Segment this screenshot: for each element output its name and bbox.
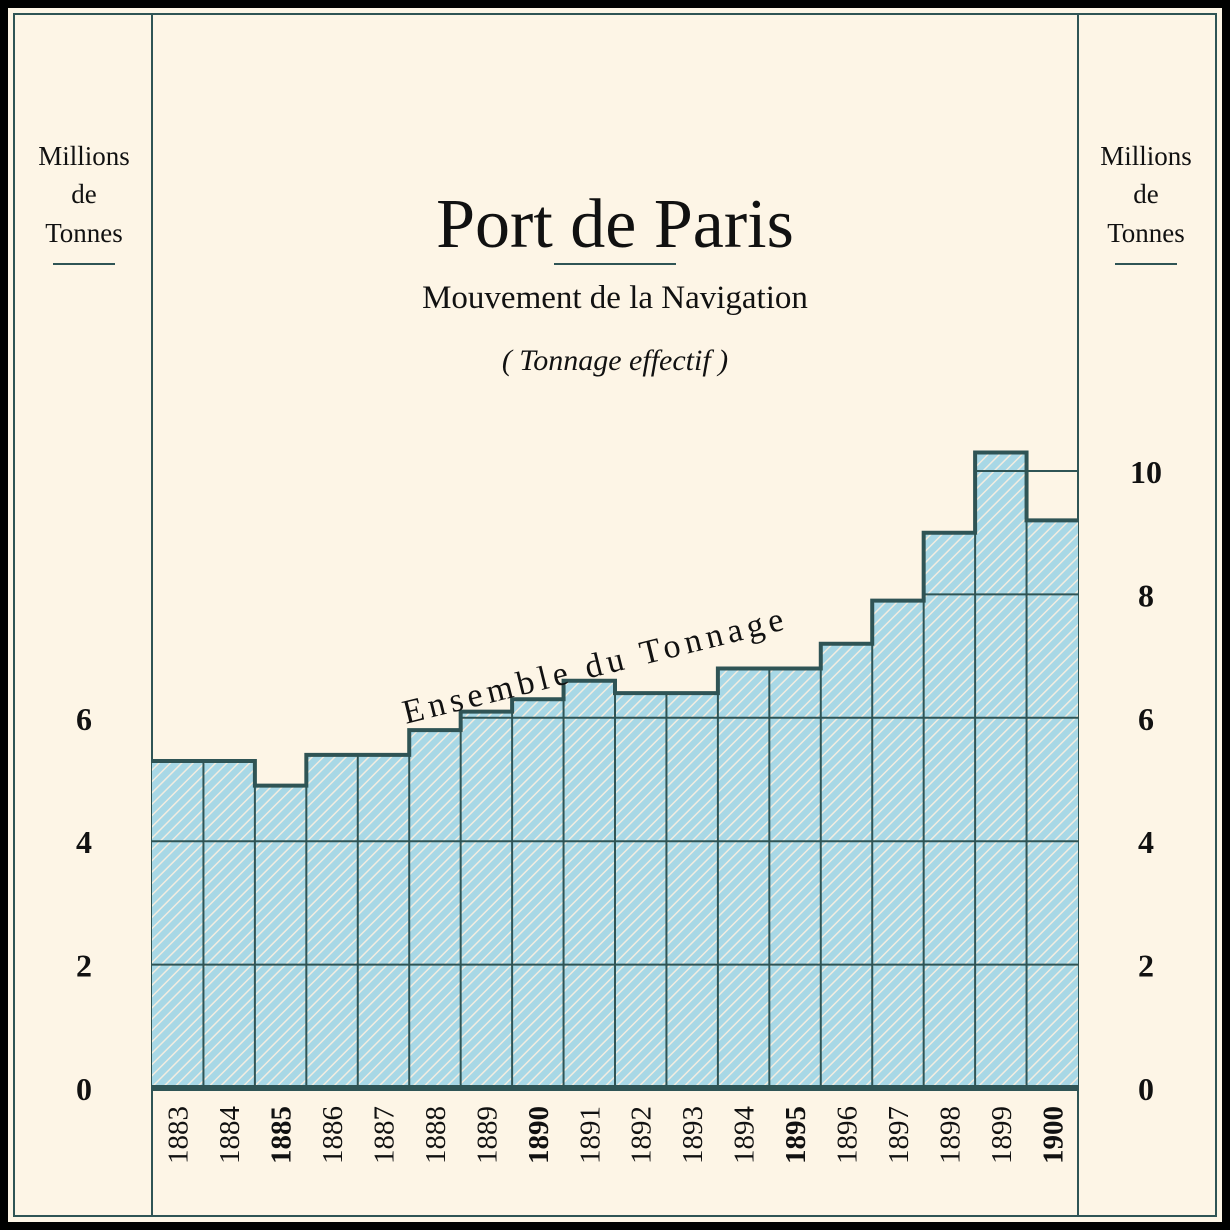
chart-page: Millions de Tonnes Millions de Tonnes Po…	[8, 8, 1222, 1222]
right-tick-label: 8	[1138, 577, 1154, 613]
year-label-1889: 1889	[471, 1106, 503, 1164]
year-label-1892: 1892	[626, 1106, 658, 1164]
year-label-1886: 1886	[317, 1106, 349, 1164]
bar-1894	[717, 668, 770, 1088]
bar-1886	[306, 754, 358, 1088]
outer-frame	[13, 13, 1217, 1217]
bars-layer	[152, 452, 1078, 1088]
chart-note: ( Tonnage effectif )	[502, 344, 728, 377]
year-label-1893: 1893	[677, 1106, 709, 1164]
years-layer: 1883 1884 1885 1886 1887 1888 1889 1890 1891 1892…	[163, 1106, 1070, 1165]
year-label-1897: 1897	[883, 1106, 915, 1164]
left-unit-line-2: de	[71, 179, 97, 209]
right-tick-label: 4	[1138, 824, 1154, 860]
bar-1883	[152, 760, 204, 1088]
year-label-1895: 1895	[780, 1106, 812, 1164]
year-label-1896: 1896	[832, 1106, 864, 1164]
bar-1896	[820, 643, 873, 1088]
year-label-1898: 1898	[934, 1106, 966, 1164]
year-label-1891: 1891	[574, 1106, 606, 1164]
right-tick-label: 2	[1138, 948, 1154, 984]
chart: Millions de Tonnes Millions de Tonnes Po…	[13, 13, 1217, 1217]
right-unit-line-3: Tonnes	[1107, 218, 1185, 248]
bar-1899	[975, 452, 1027, 1088]
left-tick-label: 2	[76, 948, 92, 984]
year-label-1894: 1894	[729, 1106, 761, 1165]
bar-1885	[254, 785, 307, 1088]
year-label-1884: 1884	[214, 1106, 246, 1165]
right-unit-line-2: de	[1133, 179, 1159, 209]
year-label-1885: 1885	[266, 1106, 298, 1164]
chart-title: Port de Paris	[436, 186, 794, 263]
year-label-1887: 1887	[369, 1106, 401, 1164]
bar-1891	[563, 680, 615, 1088]
bar-1898	[923, 532, 976, 1088]
bar-1895	[769, 668, 821, 1088]
year-label-1890: 1890	[523, 1106, 555, 1164]
left-unit-line-3: Tonnes	[45, 218, 123, 248]
bar-1888	[409, 730, 461, 1088]
year-label-1899: 1899	[986, 1106, 1018, 1164]
left-tick-label: 6	[76, 701, 92, 737]
left-tick-label: 0	[76, 1071, 92, 1107]
right-tick-label: 6	[1138, 701, 1154, 737]
right-unit-line-1: Millions	[1100, 141, 1192, 171]
year-label-1900: 1900	[1037, 1106, 1069, 1164]
right-tick-label: 10	[1130, 454, 1162, 490]
bar-1889	[460, 711, 513, 1088]
series-step-outline	[152, 450, 1078, 788]
bar-1887	[357, 754, 410, 1088]
bar-1897	[872, 600, 924, 1088]
bar-1892	[615, 693, 667, 1088]
bar-1884	[203, 760, 255, 1088]
year-label-1883: 1883	[163, 1106, 195, 1164]
left-tick-label: 4	[76, 824, 92, 860]
ticks-layer: 0 2 4 6 0 2 4 6 8 10	[76, 454, 1162, 1107]
right-tick-label: 0	[1138, 1071, 1154, 1107]
bar-1890	[512, 699, 564, 1088]
outline-layer	[152, 450, 1078, 1091]
left-unit-line-1: Millions	[38, 141, 130, 171]
grid-layer	[152, 452, 1078, 1088]
bar-1900	[1026, 520, 1078, 1088]
year-label-1888: 1888	[420, 1106, 452, 1164]
bar-1893	[666, 693, 718, 1088]
chart-subtitle: Mouvement de la Navigation	[422, 280, 808, 316]
